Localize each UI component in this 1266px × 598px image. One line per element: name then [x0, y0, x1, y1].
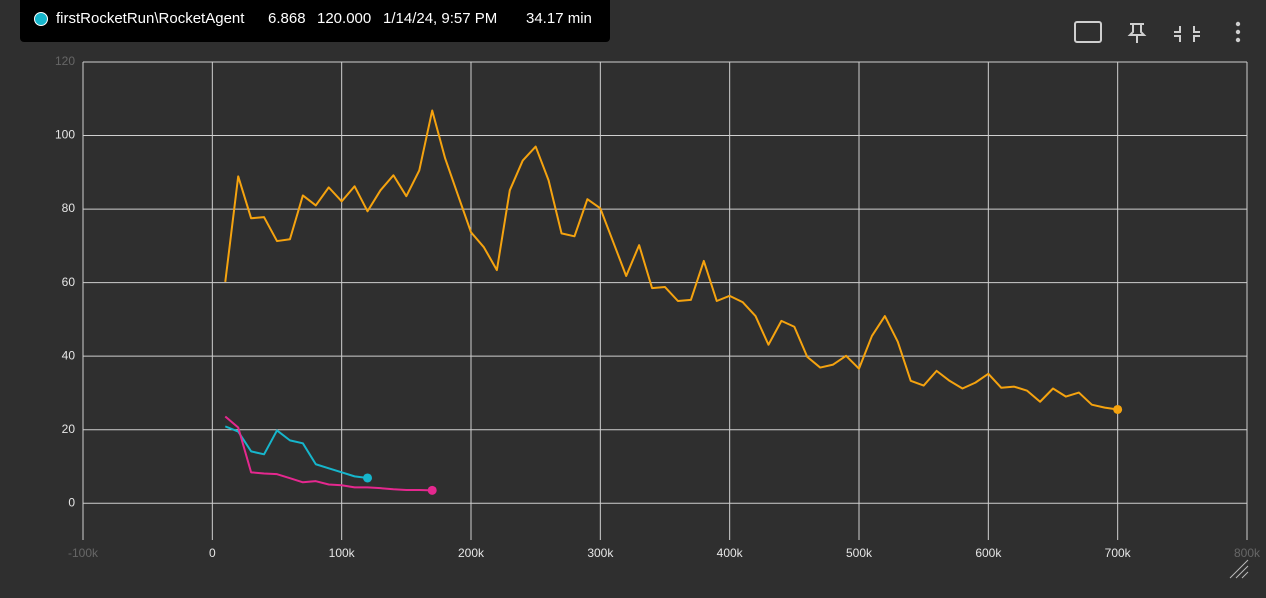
x-tick-label: 300k	[587, 546, 614, 560]
tooltip-time: 1/14/24, 9:57 PM	[383, 10, 497, 27]
menu-button[interactable]	[1235, 21, 1241, 43]
tooltip-value: 6.868	[268, 10, 306, 27]
x-tick-label: 0	[209, 546, 216, 560]
y-tick-label: 80	[62, 201, 76, 215]
x-tick-label: 500k	[846, 546, 873, 560]
series-end-dot	[363, 473, 373, 483]
tooltip-run: firstRocketRun\RocketAgent	[56, 10, 245, 27]
y-tick-label: 0	[68, 495, 75, 509]
pin-button[interactable]	[1127, 23, 1147, 43]
y-tick-label: 60	[62, 275, 76, 289]
series-end-dot	[427, 485, 437, 495]
fit-domain-button[interactable]	[1074, 21, 1102, 43]
x-tick-label: 400k	[717, 546, 744, 560]
tooltip-relative: 34.17 min	[526, 10, 592, 27]
y-tick-label: 120	[55, 54, 75, 68]
series-end-dot	[1113, 404, 1123, 414]
y-tick-label: 100	[55, 128, 75, 142]
tooltip-box	[20, 0, 610, 42]
x-tick-label: 800k	[1234, 546, 1261, 560]
x-tick-label: -100k	[68, 546, 99, 560]
y-tick-label: 20	[62, 422, 76, 436]
tooltip-step: 120.000	[317, 10, 371, 27]
plot-area: 0 20 40 60 80 100 120 -100k 0 100k 200k 300k 400k 500…	[55, 54, 1261, 560]
series-line	[224, 425, 368, 479]
tooltip-swatch	[34, 12, 48, 26]
series-line	[224, 415, 433, 492]
x-tick-label: 600k	[975, 546, 1002, 560]
resize-grip[interactable]	[1229, 559, 1249, 579]
tooltip: firstRocketRun\RocketAgent 6.868 120.000…	[20, 0, 610, 42]
toolbar	[1074, 21, 1241, 43]
collapse-button[interactable]	[1174, 26, 1200, 42]
x-tick-label: 100k	[329, 546, 356, 560]
y-tick-label: 40	[62, 348, 76, 362]
x-tick-label: 200k	[458, 546, 485, 560]
series-line	[224, 109, 1118, 411]
x-tick-label: 700k	[1105, 546, 1132, 560]
